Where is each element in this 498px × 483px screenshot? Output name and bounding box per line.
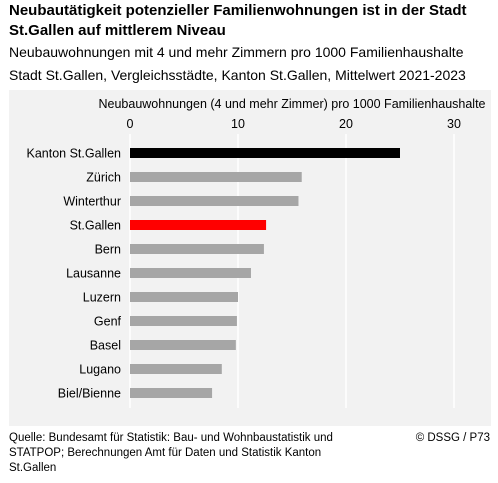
category-label-biel-bienne: Biel/Bienne: [58, 387, 121, 401]
bar-basel: [130, 340, 236, 350]
category-label-st-gallen: St.Gallen: [70, 219, 121, 233]
bar-luzern: [130, 292, 238, 302]
bar-biel-bienne: [130, 388, 213, 398]
bar-st-gallen: [130, 220, 267, 230]
bar-lugano: [130, 364, 222, 374]
bar-chart: Neubauwohnungen (4 und mehr Zimmer) pro …: [26, 97, 486, 408]
bar-zürich: [130, 172, 302, 182]
bar-winterthur: [130, 196, 299, 206]
chart-subtitle-line-1: Neubauwohnungen mit 4 und mehr Zimmern p…: [9, 44, 464, 60]
chart-panel: Neubauwohnungen (4 und mehr Zimmer) pro …: [9, 90, 491, 426]
category-label-basel: Basel: [90, 339, 121, 353]
category-label-winterthur: Winterthur: [63, 195, 121, 209]
category-label-luzern: Luzern: [83, 291, 121, 305]
x-tick-label-30: 30: [447, 117, 461, 131]
source-note: Quelle: Bundesamt für Statistik: Bau- un…: [9, 432, 333, 474]
x-tick-label-20: 20: [339, 117, 353, 131]
bar-kanton-st-gallen: [130, 148, 400, 158]
category-label-lausanne: Lausanne: [66, 267, 121, 281]
bar-genf: [130, 316, 237, 326]
category-label-genf: Genf: [94, 315, 122, 329]
category-label-kanton-st-gallen: Kanton St.Gallen: [26, 147, 121, 161]
category-label-zürich: Zürich: [86, 171, 121, 185]
category-label-lugano: Lugano: [79, 363, 121, 377]
chart-title: Neubautätigkeit potenzieller Familienwoh…: [9, 2, 467, 39]
copyright-credit: © DSSG / P73: [415, 432, 490, 444]
chart-subtitle-line-2: Stadt St.Gallen, Vergleichsstädte, Kanto…: [9, 67, 466, 83]
bar-bern: [130, 244, 264, 254]
category-label-bern: Bern: [95, 243, 121, 257]
bar-lausanne: [130, 268, 251, 278]
x-axis-title: Neubauwohnungen (4 und mehr Zimmer) pro …: [98, 97, 485, 111]
x-tick-label-0: 0: [127, 117, 134, 131]
x-tick-label-10: 10: [231, 117, 245, 131]
